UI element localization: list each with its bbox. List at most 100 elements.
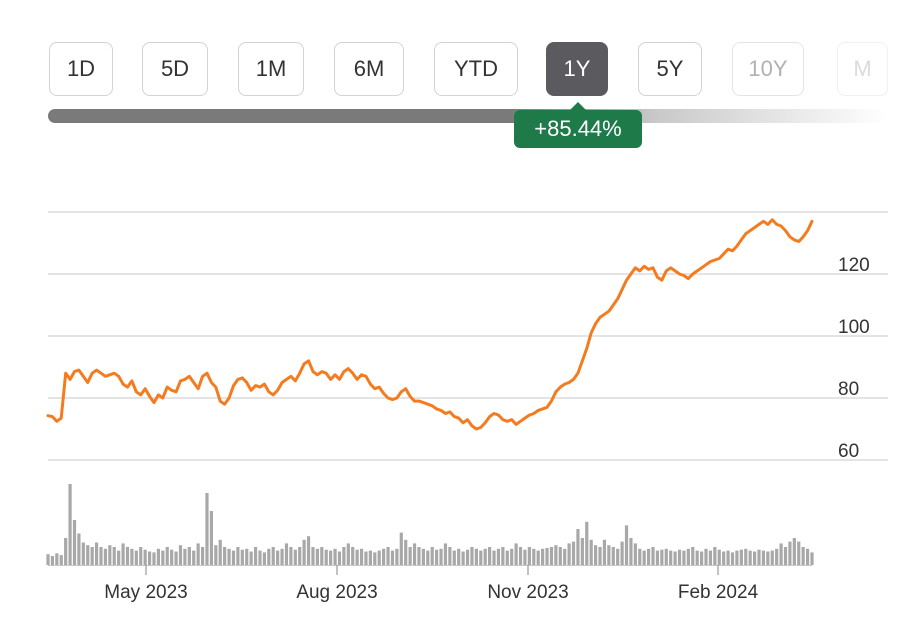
range-button-1y[interactable]: 1Y [546,42,608,96]
range-button-ytd[interactable]: YTD [434,42,518,96]
volume-bar [616,548,620,565]
volume-bar [501,547,505,565]
volume-bar [655,550,660,565]
volume-bar [404,539,408,565]
volume-bar [386,547,390,565]
volume-bar [479,550,483,565]
volume-bar [178,545,183,565]
volume-bar [306,536,311,565]
x-tick-label: Nov 2023 [487,582,568,603]
volume-bar [488,547,492,565]
volume-bar [505,550,509,565]
volume-bar [289,547,293,565]
volume-bar [218,539,222,565]
volume-bar [377,550,381,565]
volume-bar [435,549,439,565]
volume-bar [805,548,810,565]
volume-bar [152,552,156,565]
y-tick-label: 120 [838,255,870,276]
volume-bar [280,548,284,565]
range-button-10y[interactable]: 10Y [732,42,804,96]
volume-bar [470,547,474,565]
volume-bar [355,549,359,565]
volume-bar [205,493,209,565]
volume-bar [624,525,629,565]
range-button-1m[interactable]: 1M [238,42,304,96]
volume-bar [174,551,178,565]
volume-bar [589,539,593,565]
volume-bar [726,550,730,565]
volume-bar [629,538,633,565]
volume-bar [783,547,788,565]
range-button-1d[interactable]: 1D [49,42,113,96]
y-tick-label: 60 [838,441,859,462]
volume-bar [64,538,68,565]
volume-bar [430,547,434,565]
volume-bar [677,549,682,565]
volume-bar [766,551,770,565]
volume-bar [788,541,792,565]
volume-bar [342,547,346,565]
volume-bar [492,550,496,565]
volume-bar [735,550,739,565]
volume-bar [240,549,244,565]
range-button-5y[interactable]: 5Y [638,42,702,96]
volume-bar [744,548,748,565]
volume-bar [496,548,501,565]
volume-bar [713,547,717,565]
volume-bar [673,551,677,565]
range-button-5d[interactable]: 5D [142,42,208,96]
volume-bar [465,549,470,565]
volume-bar [395,548,399,565]
volume-bar [333,548,337,565]
volume-bar [249,551,253,565]
volume-bar [94,542,99,565]
volume-bar [187,547,191,565]
volume-bar [669,550,673,565]
volume-bar [797,541,801,565]
volume-bar [231,550,236,565]
volume-bar [594,545,598,565]
volume-bar [90,547,94,565]
volume-bar [68,484,72,565]
volume-bar [329,550,333,565]
volume-bar [139,547,143,565]
volume-bar [103,548,108,565]
volume-bar [558,547,562,565]
volume-bar [293,549,297,565]
volume-bar [761,550,766,565]
volume-bar [346,543,350,565]
volume-bar [686,548,690,565]
volume-bar [682,550,686,565]
volume-bar [382,548,386,565]
volume-bar [417,547,421,565]
volume-bar [527,547,531,565]
volume-bar [192,550,196,565]
volume-bar [602,539,607,565]
volume-bar [364,551,368,565]
volume-bar [209,511,213,565]
volume-bar [245,548,249,565]
volume-bar [536,550,540,565]
volume-bar [143,549,147,565]
volume-bar [77,533,81,565]
volume-bar [448,547,452,565]
volume-bar [55,553,59,565]
volume-bar [412,543,417,565]
volume-bar [708,550,713,565]
volume-bar [554,545,558,565]
volume-bar [576,529,580,565]
volume-bar [647,548,651,565]
y-tick-label: 80 [838,379,859,400]
change-percent-badge: +85.44% [514,102,642,148]
range-button-m[interactable]: M [837,42,888,96]
x-tick-label: Aug 2023 [296,582,377,603]
volume-bar [633,543,637,565]
volume-bar [620,541,624,565]
volume-bar [258,550,262,565]
volume-bar [483,548,487,565]
volume-bar [510,548,514,565]
range-button-6m[interactable]: 6M [334,42,404,96]
volume-bar [72,520,77,565]
volume-bar [801,547,805,565]
